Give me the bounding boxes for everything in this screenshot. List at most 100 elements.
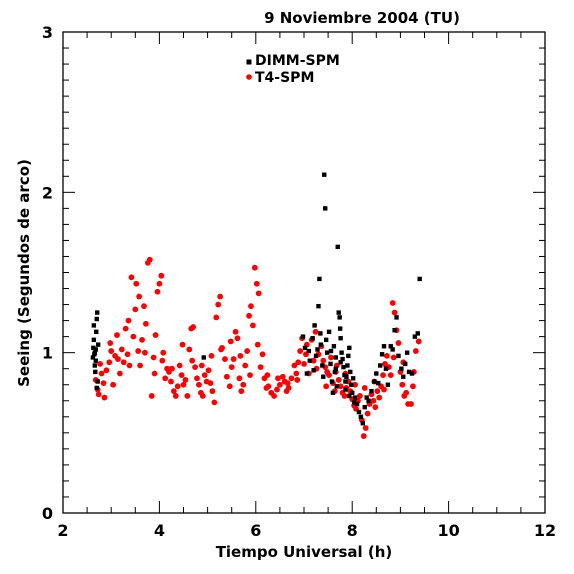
t4-spm-point [341,393,348,399]
dimm-spm-point [404,350,410,355]
dimm-spm-point [91,337,97,343]
t4-spm-point [395,340,402,346]
t4-spm-point [136,293,143,300]
dimm-spm-point [90,355,96,360]
t4-spm-point [178,372,185,379]
dimm-spm-point [201,355,206,360]
t4-spm-point [154,288,161,295]
t4-spm-point [265,383,272,390]
dimm-spm-point [401,374,406,379]
dimm-spm-point [337,315,342,320]
t4-spm-point [107,340,114,346]
t4-spm-point [208,352,215,359]
t4-spm-point [323,383,330,390]
t4-spm-point [120,359,127,366]
t4-spm-point [352,381,358,388]
dimm-spm-point [343,379,348,384]
dimm-spm-point [377,363,383,368]
dimm-spm-point [412,334,418,339]
x-tick-label: 4 [154,521,165,540]
legend: DIMM-SPM T4-SPM [246,53,340,86]
t4-spm-point [106,359,113,366]
t4-spm-point [137,362,144,369]
t4-spm-point [246,312,252,319]
t4-spm-point [408,401,414,407]
t4-spm-point [255,290,262,297]
t4-spm-point [279,373,286,380]
t4-spm-point [234,335,241,342]
t4-spm-point [152,332,159,338]
x-tick-label: 2 [57,521,68,540]
t4-spm-point [301,360,307,367]
t4-spm-point [374,388,381,395]
t4-spm-point [184,393,191,399]
dimm-spm-point [333,355,339,360]
t4-spm-point [370,397,377,404]
t4-spm-point [130,333,137,340]
dimm-spm-point [360,421,366,426]
dimm-spm-point [93,358,98,363]
dimm-spm-point [364,395,369,400]
t4-spm-point [122,325,129,332]
t4-spm-point [320,357,327,364]
t4-spm-point [391,309,398,316]
y-tick-label: 3 [42,23,53,42]
dimm-spm-point [350,376,356,381]
t4-spm-point [95,391,102,398]
series-t4-spm [92,256,422,439]
t4-spm-point [232,328,239,335]
dimm-spm-point [333,366,339,371]
dimm-spm-point [329,379,335,384]
dimm-spm-point [306,348,312,354]
dimm-spm-point [388,344,393,349]
t4-spm-point [410,383,416,390]
dimm-spm-point [392,328,397,333]
t4-spm-point [237,352,244,359]
chart-title: 9 Noviembre 2004 (TU) [264,9,460,27]
t4-spm-point [190,324,197,330]
dimm-spm-point [417,276,422,282]
t4-spm-point [209,388,216,395]
dimm-spm-point [409,371,415,376]
dimm-spm-point [336,310,341,315]
dimm-spm-point [399,366,404,371]
x-tick-label: 12 [534,521,556,540]
dimm-spm-point [95,342,101,347]
t4-spm-point [133,280,140,287]
dimm-spm-point [307,358,312,363]
dimm-spm-point [326,329,332,335]
t4-spm-point [248,303,254,310]
t4-spm-point [381,386,387,393]
t4-spm-point [128,274,135,281]
t4-spm-point [98,370,105,377]
dimm-spm-point [332,369,338,375]
dimm-spm-point [351,400,357,405]
t4-spm-point [124,351,131,358]
dimm-spm-point [318,331,323,336]
t4-spm-point [207,380,214,387]
t4-spm-point [116,370,123,377]
dimm-spm-point [328,348,334,354]
dimm-spm-point [317,276,322,282]
y-tick-label: 0 [42,504,53,523]
t4-spm-point [380,372,386,379]
plot-area-frame [62,31,546,514]
t4-spm-point [100,380,107,387]
dimm-spm-point [374,371,379,376]
t4-spm-point [254,341,261,348]
dimm-spm-point [354,401,360,407]
dimm-spm-point [348,369,353,375]
t4-spm-point [186,346,193,353]
t4-spm-point [238,388,245,395]
t4-spm-point [139,336,145,343]
t4-spm-point [135,348,142,354]
dimm-spm-point [304,371,310,376]
x-tick-label: 10 [437,521,459,540]
t4-spm-point [142,349,148,356]
y-axis-label: Seeing (Segundos de arco) [15,159,33,387]
t4-spm-point [326,372,332,379]
t4-spm-point [376,394,383,401]
data-points [90,172,422,439]
dimm-spm-point [311,368,316,373]
t4-spm-point [230,356,237,362]
